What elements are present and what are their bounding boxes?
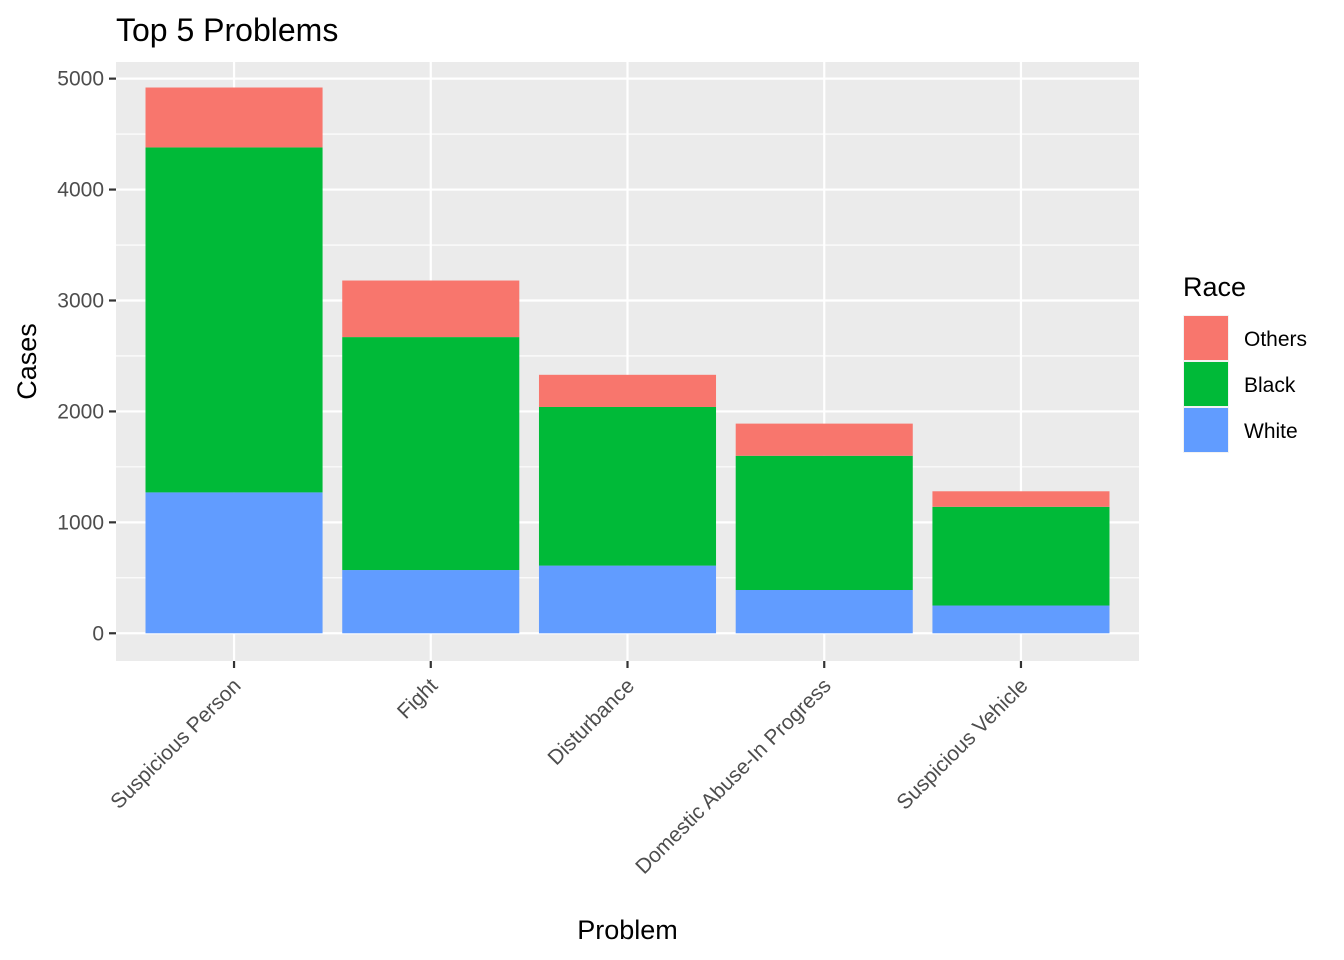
- y-tick-label: 1000: [57, 511, 104, 534]
- bar-segment-white: [342, 570, 520, 634]
- bar-segment-black: [735, 455, 913, 591]
- bar-segment-white: [145, 492, 323, 634]
- chart-title: Top 5 Problems: [116, 12, 338, 48]
- legend-label: Black: [1244, 374, 1296, 397]
- x-tick-label: Disturbance: [544, 674, 640, 770]
- legend-swatch-black: [1184, 362, 1228, 406]
- bar-segment-black: [145, 147, 323, 493]
- x-tick-label: Suspicious Person: [106, 674, 245, 813]
- y-axis-title: Cases: [12, 323, 42, 400]
- y-tick-label: 5000: [57, 68, 104, 91]
- x-axis: Suspicious Person Fight DisturbanceDomesti…: [106, 661, 1032, 879]
- legend: Race Others Black White: [1183, 272, 1307, 453]
- bar-segment-white: [932, 605, 1110, 634]
- x-tick-label: Fight: [393, 674, 442, 723]
- bar-segment-black: [538, 406, 717, 566]
- bar-segment-others: [538, 374, 717, 407]
- bars: [145, 87, 1110, 634]
- x-tick-label: Suspicious Vehicle: [892, 674, 1032, 814]
- bar-segment-others: [932, 491, 1110, 507]
- bar-segment-black: [932, 506, 1110, 606]
- legend-swatch-white: [1184, 408, 1228, 452]
- legend-title: Race: [1183, 272, 1246, 302]
- bar-segment-white: [538, 565, 717, 634]
- bar-segment-others: [342, 280, 520, 338]
- bar-segment-others: [735, 423, 913, 456]
- legend-swatch-others: [1184, 316, 1228, 360]
- bar-segment-others: [145, 87, 323, 148]
- legend-label: Others: [1244, 328, 1307, 351]
- y-tick-label: 3000: [57, 289, 104, 312]
- x-tick-label: Domestic Abuse-In Progress: [631, 674, 835, 878]
- bar-segment-white: [735, 590, 913, 634]
- y-tick-label: 2000: [57, 400, 104, 423]
- legend-label: White: [1244, 420, 1298, 443]
- y-tick-label: 0: [92, 622, 104, 645]
- x-axis-title: Problem: [577, 915, 678, 945]
- y-axis: 0 1000 2000 3000 4000 5000: [57, 68, 116, 645]
- bar-segment-black: [342, 337, 520, 571]
- y-tick-label: 4000: [57, 179, 104, 202]
